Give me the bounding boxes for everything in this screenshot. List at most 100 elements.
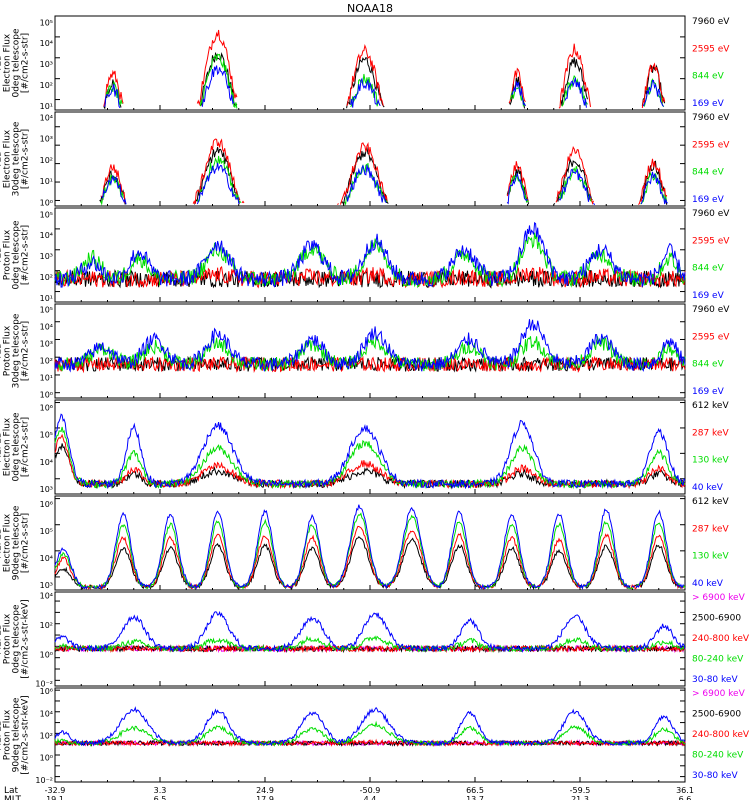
ytick-label: 10⁻² xyxy=(35,776,53,785)
ylabel-line: Electron Flux xyxy=(3,33,13,92)
ytick-label: 10² xyxy=(40,156,53,165)
ylabel-line: [#/cm2-s-str] xyxy=(21,513,31,573)
ytick-label: 10⁴ xyxy=(40,458,53,467)
series-trace xyxy=(54,512,686,590)
ytick-label: 10⁰ xyxy=(40,754,53,763)
legend-entry: 80-240 keV xyxy=(692,655,744,665)
series-trace xyxy=(105,53,665,109)
panel-2: TEDElectron Flux30deg telescope[#/cm2-s-… xyxy=(0,111,730,207)
ytick-label: 10³ xyxy=(40,252,53,261)
ytick-label: 10⁵ xyxy=(40,18,53,27)
panels: TEDElectron Flux0deg telescope[#/cm2-s-s… xyxy=(0,15,750,785)
ylabel-line: [#/cm2-s-str-keV] xyxy=(21,599,31,678)
ytick-label: 10⁴ xyxy=(40,591,53,600)
xtick-label-lat: 24.9 xyxy=(256,786,274,795)
legend-entry: 844 eV xyxy=(692,72,725,82)
xtick-label-mlt: 19.1 xyxy=(46,795,64,800)
legend-entry: 169 eV xyxy=(692,387,725,397)
ytick-label: 10⁴ xyxy=(40,231,53,240)
ytick-label: 10¹ xyxy=(40,102,53,111)
ytick-label: 10² xyxy=(40,356,53,365)
ylabel-line: Proton Flux xyxy=(3,709,13,760)
ytick-label: 10¹ xyxy=(40,294,53,303)
panel-frame xyxy=(54,495,686,591)
ytick-label: 10³ xyxy=(40,60,53,69)
panel-ylabel: TEDProton Flux30deg telescope[#/cm2-s-st… xyxy=(0,313,31,388)
xtick-label-lat: -59.5 xyxy=(570,786,591,795)
legend-entry: 612 keV xyxy=(692,497,729,507)
ylabel-line: Proton Flux xyxy=(3,229,13,280)
ytick-label: 10¹ xyxy=(40,373,53,382)
series-trace xyxy=(54,739,686,747)
ylabel-line: MEPED xyxy=(0,623,4,655)
ytick-label: 10² xyxy=(40,621,53,630)
ytick-label: 10³ xyxy=(40,581,53,590)
legend-entry: 7960 eV xyxy=(692,209,730,219)
ytick-label: 10³ xyxy=(40,485,53,494)
ytick-label: 10³ xyxy=(40,135,53,144)
ylabel-line: Electron Flux xyxy=(3,513,13,572)
legend-entry: 2595 eV xyxy=(692,332,730,342)
legend-entry: 240-800 keV xyxy=(692,730,750,740)
legend-entry: 30-80 keV xyxy=(692,675,738,685)
ylabel-line: 90deg telescope xyxy=(12,505,22,580)
ylabel-line: 0deg telescope xyxy=(12,220,22,290)
ytick-label: 10⁵ xyxy=(40,210,53,219)
legend-entry: 844 eV xyxy=(692,360,725,370)
panel-5: MEPEDElectron Flux0deg telescope[#/cm2-s… xyxy=(0,399,729,495)
ytick-label: 10⁵ xyxy=(40,527,53,536)
series-trace xyxy=(54,738,686,748)
ytick-label: 10² xyxy=(40,273,53,282)
ylabel-line: Proton Flux xyxy=(3,613,13,664)
ytick-label: 10² xyxy=(40,81,53,90)
ytick-label: 10⁴ xyxy=(40,709,53,718)
chart-title: NOAA18 xyxy=(347,2,393,15)
panel-7: MEPEDProton Flux0deg telescope[#/cm2-s-s… xyxy=(0,591,750,688)
legend-entry: 240-800 keV xyxy=(692,634,750,644)
ylabel-line: TED xyxy=(0,54,4,73)
series-trace xyxy=(100,155,668,206)
panel-ylabel: TEDElectron Flux30deg telescope[#/cm2-s-… xyxy=(0,121,31,196)
xtick-label-mlt: 6.5 xyxy=(154,795,167,800)
legend-entry: 844 eV xyxy=(692,168,725,178)
ytick-label: 10⁻² xyxy=(35,680,53,689)
legend-entry: 7960 eV xyxy=(692,113,730,123)
ylabel-line: [#/cm2-s-str-keV] xyxy=(21,695,31,774)
legend-entry: 612 keV xyxy=(692,401,729,411)
ytick-label: 10³ xyxy=(40,339,53,348)
panel-1: TEDElectron Flux0deg telescope[#/cm2-s-s… xyxy=(0,15,730,111)
x-row-label: Lat xyxy=(4,786,19,796)
ylabel-line: MEPED xyxy=(0,719,4,751)
panel-8: MEPEDProton Flux90deg telescope[#/cm2-s-… xyxy=(0,687,750,785)
series-trace xyxy=(100,138,668,206)
series-trace xyxy=(54,221,686,288)
series-trace xyxy=(54,413,686,490)
series-trace xyxy=(54,643,686,654)
ylabel-line: Electron Flux xyxy=(3,417,13,476)
ylabel-line: 30deg telescope xyxy=(12,313,22,388)
series-trace xyxy=(104,65,665,109)
ylabel-line: MEPED xyxy=(0,527,4,559)
panel-ylabel: MEPEDElectron Flux0deg telescope[#/cm2-s… xyxy=(0,412,31,482)
xtick-label-lat: -32.9 xyxy=(45,786,66,795)
legend-entry: 2500-6900 xyxy=(692,614,741,624)
ytick-label: 10⁶ xyxy=(40,687,53,696)
ytick-label: 10⁴ xyxy=(40,114,53,123)
ylabel-line: 30deg telescope xyxy=(12,121,22,196)
ytick-label: 10⁵ xyxy=(40,431,53,440)
ylabel-line: 0deg telescope xyxy=(12,28,22,98)
series-trace xyxy=(54,706,686,747)
legend-entry: 169 eV xyxy=(692,195,725,205)
series-trace xyxy=(101,162,669,206)
legend-entry: 169 eV xyxy=(692,99,725,109)
legend-entry: > 6900 keV xyxy=(692,689,746,699)
ytick-label: 10⁰ xyxy=(40,390,53,399)
xtick-label-lat: -50.9 xyxy=(360,786,381,795)
legend-entry: 287 keV xyxy=(692,428,729,438)
panel-ylabel: TEDProton Flux0deg telescope[#/cm2-s-str… xyxy=(0,220,31,290)
ytick-label: 10⁰ xyxy=(40,650,53,659)
xtick-label-mlt: 21.3 xyxy=(571,795,589,800)
ylabel-line: TED xyxy=(0,342,4,361)
legend-entry: 844 eV xyxy=(692,264,725,274)
